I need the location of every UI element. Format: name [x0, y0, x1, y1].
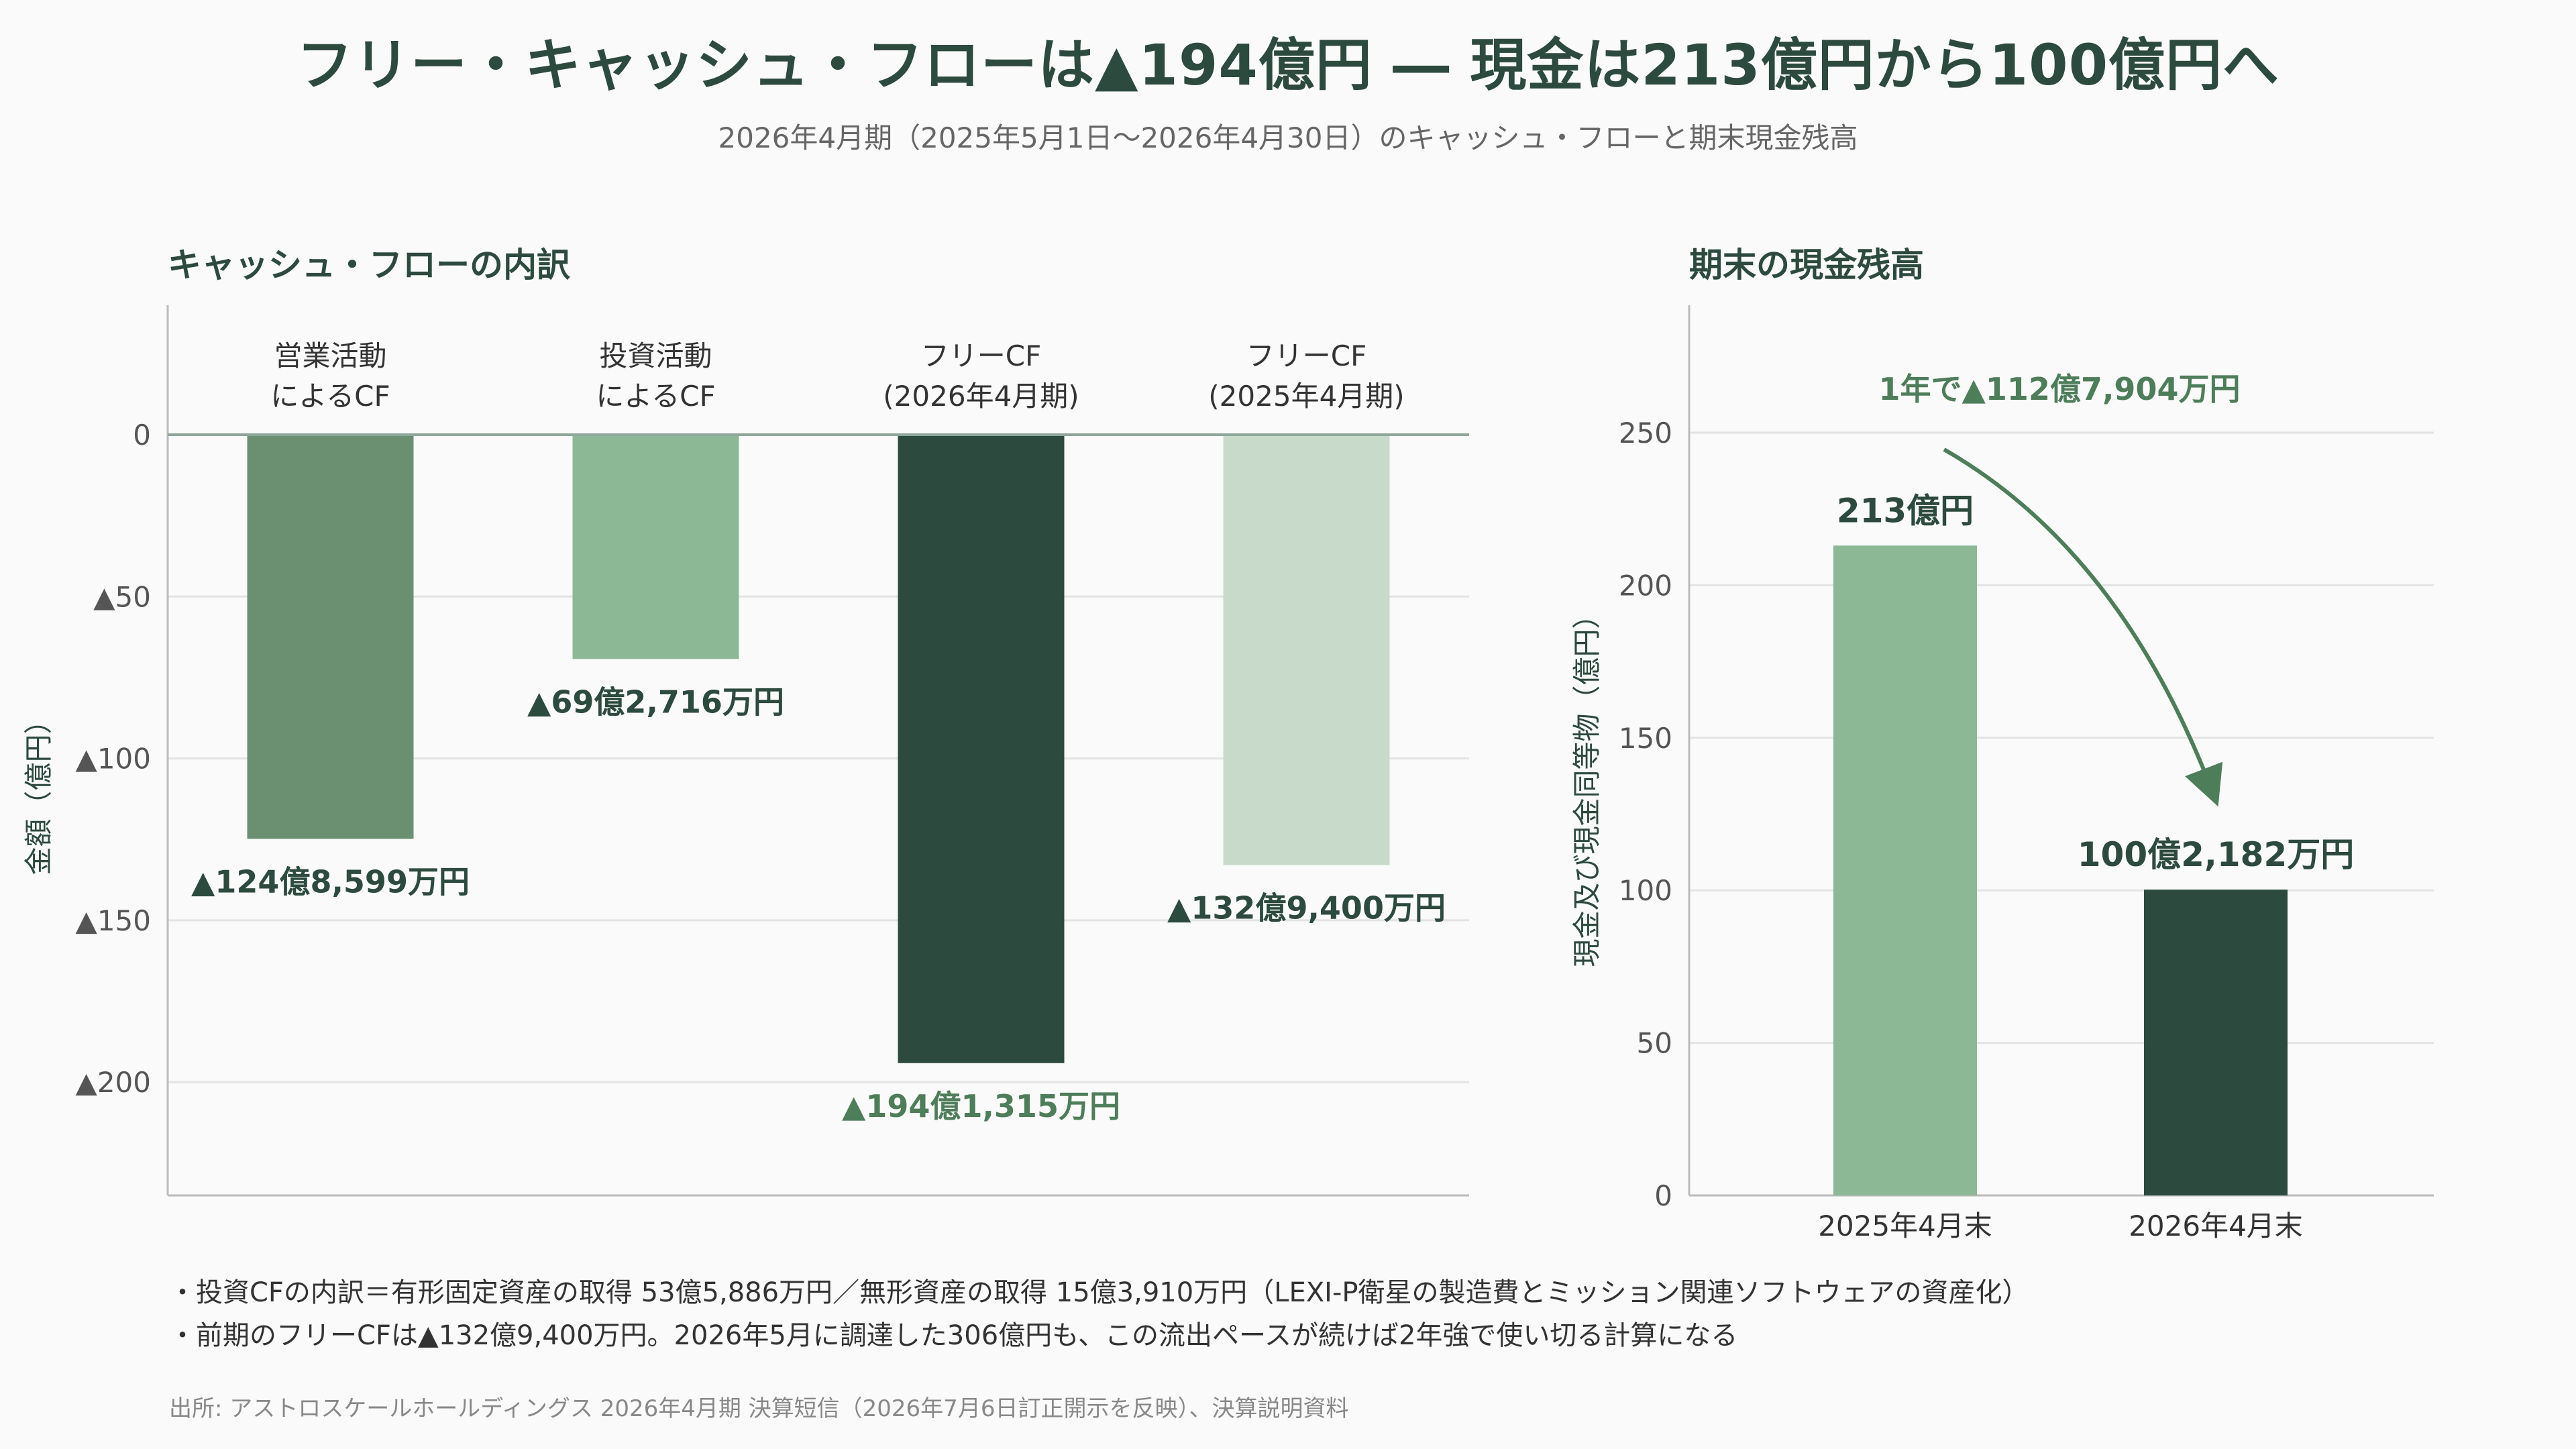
- category-label: (2026年4月期): [883, 380, 1079, 413]
- cf-chart-title: キャッシュ・フローの内訳: [168, 246, 570, 284]
- bar: [2144, 890, 2288, 1195]
- bar: [1833, 545, 1977, 1195]
- x-tick-label: 2026年4月末: [2129, 1210, 2303, 1242]
- y-tick-label: 0: [1654, 1179, 1672, 1212]
- category-label: によるCF: [596, 380, 715, 413]
- data-label: 213億円: [1837, 491, 1974, 530]
- category-label: フリーCF: [1246, 339, 1367, 372]
- category-label: 投資活動: [599, 339, 712, 372]
- y-tick-label: 0: [133, 419, 151, 451]
- y-tick-label: 200: [1619, 569, 1672, 602]
- data-label: 100億2,182万円: [2078, 835, 2355, 874]
- category-label: フリーCF: [921, 339, 1042, 372]
- y-tick-label: ▲200: [76, 1066, 151, 1099]
- y-tick-label: 150: [1619, 722, 1672, 755]
- bar: [572, 435, 739, 659]
- data-label: ▲69億2,716万円: [527, 684, 784, 720]
- y-tick-label: ▲50: [93, 580, 151, 613]
- bar: [247, 435, 414, 839]
- y-axis-label: 現金及び現金同等物（億円）: [1570, 600, 1603, 967]
- page-title: フリー・キャッシュ・フローは▲194億円 ― 現金は213億円から100億円へ: [296, 32, 2280, 98]
- decrease-arrow: [1943, 447, 2223, 807]
- data-label: ▲132億9,400万円: [1167, 890, 1446, 926]
- category-label: 営業活動: [274, 339, 386, 372]
- bar: [1223, 435, 1390, 865]
- data-label: ▲194億1,315万円: [842, 1088, 1120, 1124]
- cash-balance-chart: 0 50 100 150 200 250 現金及び現金同等物（億円） 213億円 2025年4月…: [1570, 305, 2434, 1242]
- source-note: 出所: アストロスケールホールディングス 2026年4月期 決算短信（2026年…: [169, 1395, 1349, 1422]
- category-label: (2025年4月期): [1208, 380, 1404, 413]
- footnote-prior-fcf: ・前期のフリーCFは▲132億9,400万円。2026年5月に調達した306億円…: [169, 1320, 1738, 1351]
- category-label: によるCF: [270, 380, 390, 413]
- change-annotation: 1年で▲112億7,904万円: [1879, 371, 2241, 407]
- x-tick-label: 2025年4月末: [1818, 1210, 1992, 1242]
- bar: [898, 435, 1065, 1063]
- y-tick-label: ▲100: [76, 743, 151, 775]
- y-tick-label: 50: [1637, 1027, 1672, 1060]
- footnote-investing-breakdown: ・投資CFの内訳＝有形固定資産の取得 53億5,886万円／無形資産の取得 15…: [169, 1277, 2029, 1308]
- data-label: ▲124億8,599万円: [191, 864, 470, 900]
- cash-chart-title: 期末の現金残高: [1689, 246, 1924, 284]
- page-subtitle: 2026年4月期（2025年5月1日〜2026年4月30日）のキャッシュ・フロー…: [718, 121, 1858, 154]
- y-tick-label: ▲150: [76, 904, 151, 937]
- footnotes: ・投資CFの内訳＝有形固定資産の取得 53億5,886万円／無形資産の取得 15…: [169, 1271, 2029, 1357]
- y-axis-label: 金額（億円）: [22, 706, 55, 875]
- y-tick-label: 100: [1619, 874, 1672, 907]
- y-tick-label: 250: [1619, 417, 1672, 449]
